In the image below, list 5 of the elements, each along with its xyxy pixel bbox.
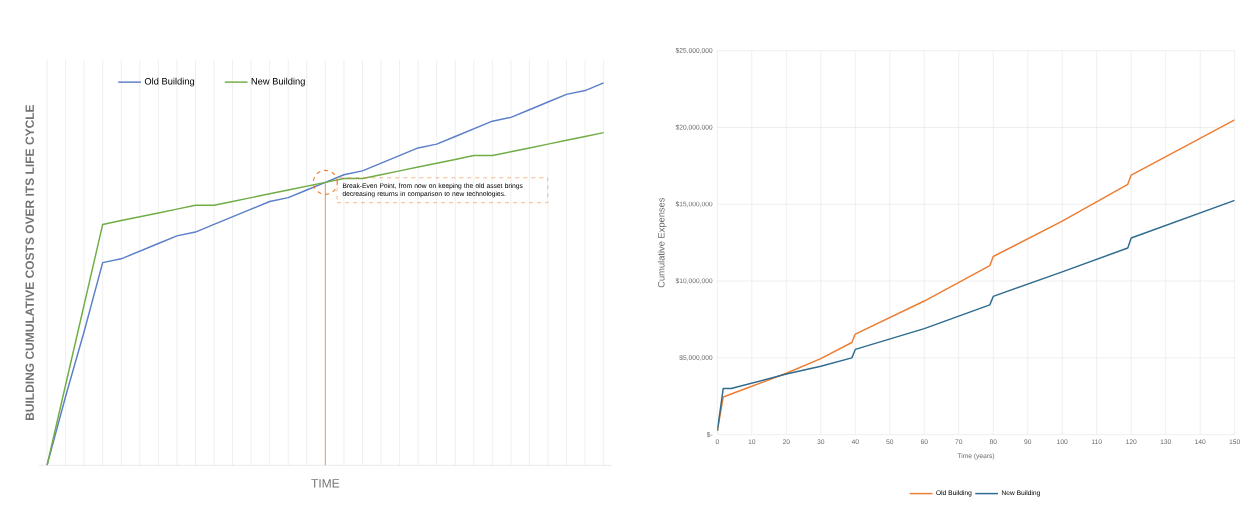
x-axis-title: TIME bbox=[311, 479, 340, 488]
legend-label: New Building bbox=[251, 77, 305, 87]
y-axis-title: Cumulative Expenses bbox=[657, 197, 667, 288]
legend-label: Old Building bbox=[144, 77, 195, 87]
y-axis-title: BUILDING CUMULATIVE COSTS OVER ITS LIFE CYCLE bbox=[25, 104, 34, 421]
